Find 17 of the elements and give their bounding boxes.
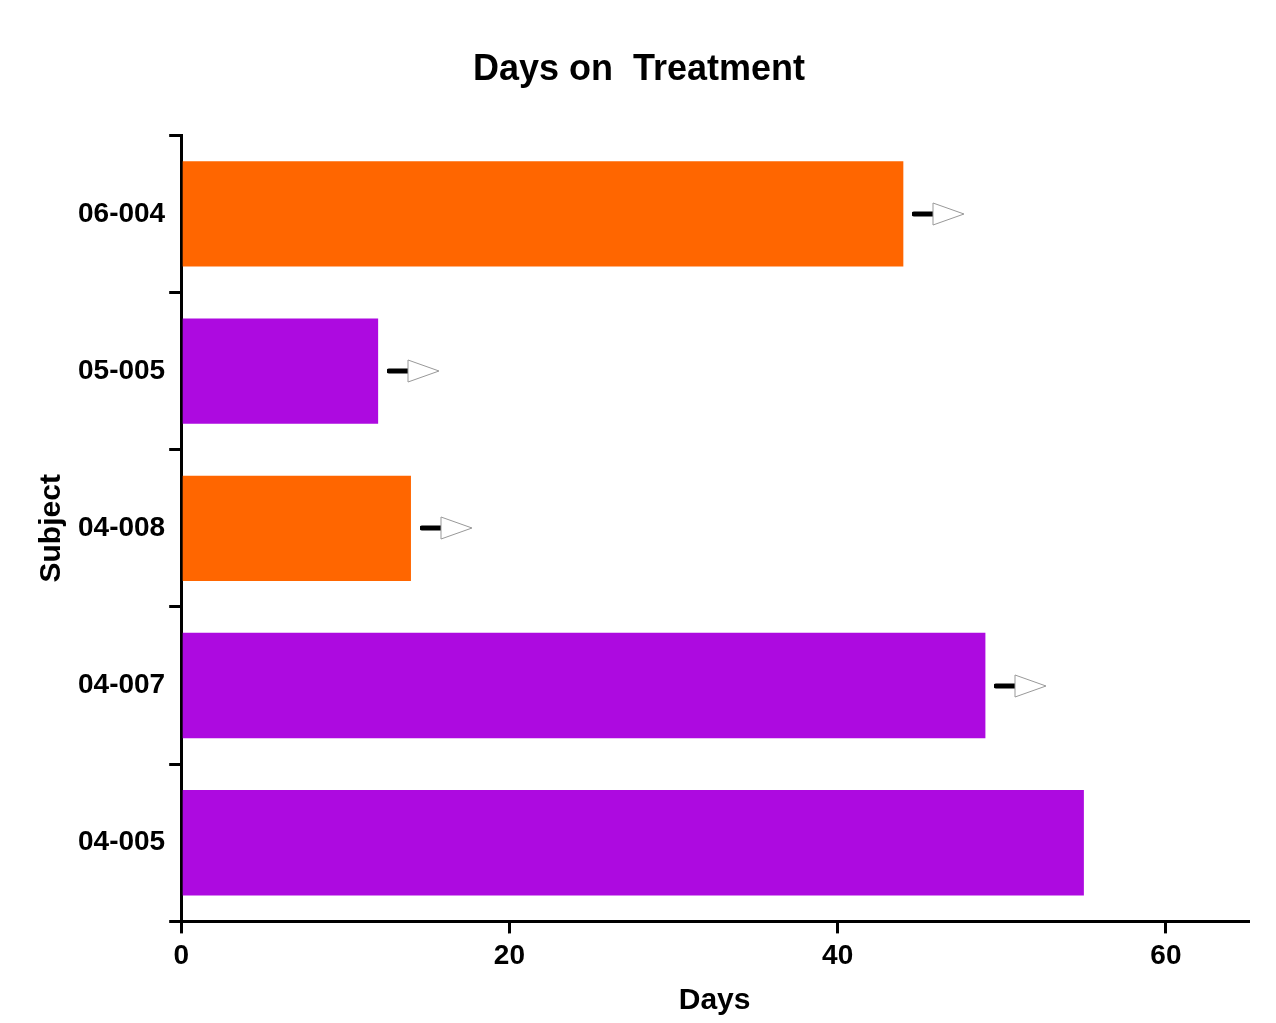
chart-title: Days on Treatment <box>472 46 806 88</box>
y-tick-label: 06-004 <box>78 196 166 228</box>
bar <box>182 475 411 581</box>
y-tick-label: 05-005 <box>78 353 166 385</box>
x-tick-label: 40 <box>822 938 854 970</box>
x-axis-title: Days <box>678 982 751 1016</box>
bar <box>182 790 1084 896</box>
bar <box>182 318 379 424</box>
bar <box>182 632 986 739</box>
y-tick-label: 04-008 <box>78 511 166 543</box>
x-tick-label: 60 <box>1150 938 1182 970</box>
x-tick-label: 20 <box>493 938 526 970</box>
y-tick-label: 04-007 <box>78 668 166 700</box>
y-axis-title: Subject <box>33 474 67 583</box>
bar <box>182 161 904 267</box>
x-tick-label: 0 <box>173 938 189 970</box>
y-tick-label: 04-005 <box>78 825 166 857</box>
